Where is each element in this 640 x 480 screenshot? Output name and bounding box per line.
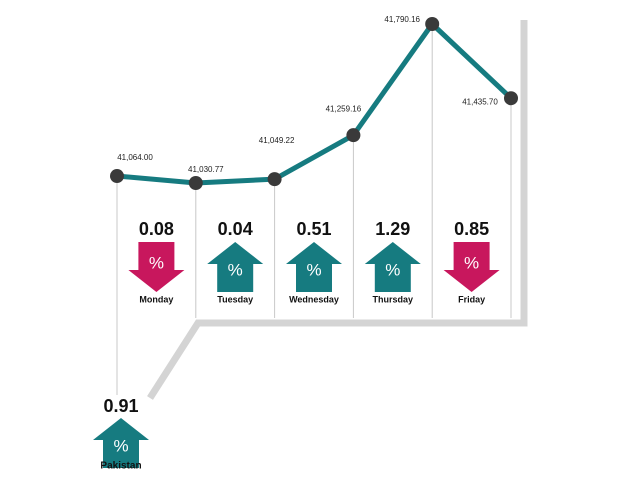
day-label: Tuesday — [217, 294, 253, 304]
panel-shadow — [147, 20, 528, 400]
arrow — [207, 242, 264, 292]
percent-symbol: % — [385, 260, 400, 279]
arrow — [128, 242, 185, 292]
panel — [117, 18, 520, 395]
value-label: 41,064.00 — [117, 153, 153, 162]
point — [346, 128, 361, 143]
point — [425, 17, 440, 31]
point — [188, 176, 203, 190]
percent-symbol: % — [464, 253, 479, 272]
day-label: Friday — [458, 294, 485, 304]
value-label: 41,435.70 — [462, 97, 498, 106]
change-value: 0.51 — [296, 219, 331, 239]
overall-label: Pakistan — [100, 461, 141, 472]
percent-symbol: % — [113, 436, 128, 455]
change-value: 0.85 — [454, 219, 489, 239]
arrow — [443, 242, 500, 292]
point — [267, 172, 282, 187]
percent-symbol: % — [149, 253, 164, 272]
line — [116, 21, 513, 186]
change-value: 1.29 — [375, 219, 410, 239]
point — [110, 169, 124, 184]
percent-symbol: % — [306, 260, 321, 279]
arrow — [286, 242, 342, 292]
day-label: Thursday — [373, 294, 414, 304]
point — [504, 91, 518, 106]
overall-value: 0.91 — [103, 396, 138, 416]
value-label: 41,259.16 — [326, 104, 362, 113]
change-value: 0.04 — [218, 219, 253, 239]
percent-symbol: % — [228, 260, 243, 279]
day-label: Monday — [139, 294, 173, 304]
value-label: 41,790.16 — [384, 15, 420, 24]
arrow — [364, 242, 421, 292]
day-label: Wednesday — [289, 294, 339, 304]
arrow — [93, 418, 149, 468]
change-value: 0.08 — [139, 219, 174, 239]
value-label: 41,030.77 — [188, 165, 224, 174]
value-label: 41,049.22 — [259, 136, 295, 145]
